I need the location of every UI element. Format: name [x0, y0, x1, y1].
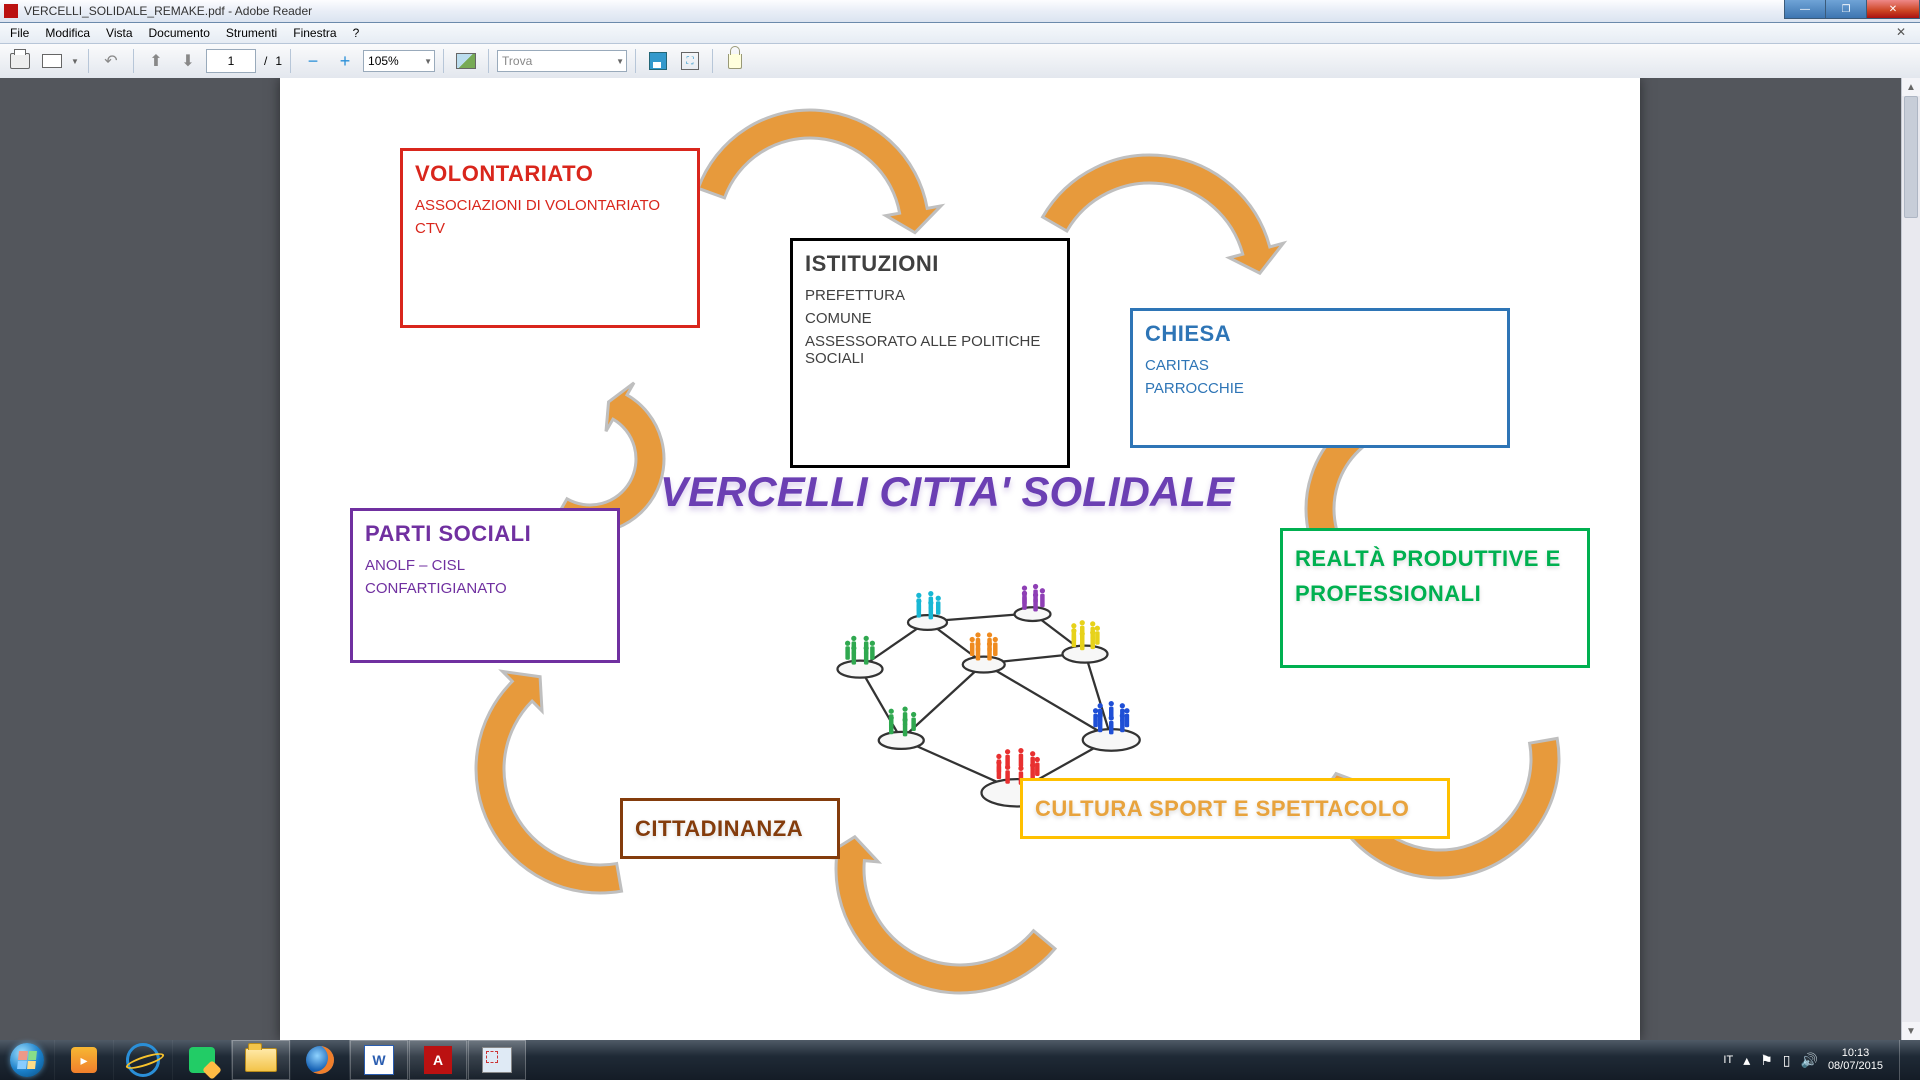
window-close-button[interactable]: ✕ — [1866, 0, 1920, 19]
taskbar-adobe-reader[interactable]: A — [408, 1040, 467, 1080]
menu-finestra[interactable]: Finestra — [285, 26, 344, 40]
diagram-box-realta: REALTÀ PRODUTTIVE E PROFESSIONALI — [1280, 528, 1590, 668]
taskbar-media-player[interactable]: ▸ — [54, 1040, 113, 1080]
security-button[interactable] — [721, 47, 749, 75]
taskbar-paint[interactable] — [172, 1040, 231, 1080]
toolbar-separator — [290, 49, 291, 73]
find-input[interactable]: Trova ▼ — [497, 50, 627, 72]
tray-flag-icon[interactable]: ⚑ — [1760, 1052, 1773, 1069]
snapshot-button[interactable] — [452, 47, 480, 75]
menu-help[interactable]: ? — [345, 26, 368, 40]
zoom-value: 105% — [368, 54, 399, 68]
pdf-page: VERCELLI CITTA' SOLIDALE VOLONTARIATO ASS… — [280, 78, 1640, 1040]
tray-time: 10:13 — [1828, 1047, 1883, 1060]
document-viewport[interactable]: VERCELLI CITTA' SOLIDALE VOLONTARIATO ASS… — [0, 78, 1920, 1040]
menu-strumenti[interactable]: Strumenti — [218, 26, 285, 40]
zoom-level-select[interactable]: 105% ▼ — [363, 50, 435, 72]
scroll-thumb[interactable] — [1904, 96, 1918, 218]
toolbar-separator — [133, 49, 134, 73]
print-button[interactable] — [6, 47, 34, 75]
chevron-down-icon: ▼ — [616, 57, 624, 66]
zoom-in-button[interactable]: + — [331, 47, 359, 75]
diagram-box-item: PREFETTURA — [805, 287, 1055, 304]
chevron-down-icon: ▼ — [424, 57, 432, 66]
fit-page-button[interactable]: ⛶ — [676, 47, 704, 75]
window-minimize-button[interactable]: ― — [1784, 0, 1826, 19]
window-maximize-button[interactable]: ❐ — [1825, 0, 1867, 19]
window-titlebar: VERCELLI_SOLIDALE_REMAKE.pdf - Adobe Rea… — [0, 0, 1920, 23]
diagram-box-item: ASSOCIAZIONI DI VOLONTARIATO — [415, 197, 685, 214]
taskbar-file-explorer[interactable] — [231, 1040, 290, 1080]
diagram-box-istituzioni: ISTITUZIONI PREFETTURA COMUNE ASSESSORATO A… — [790, 238, 1070, 468]
system-tray: IT ▴ ⚑ ▯ 🔊 10:13 08/07/2015 — [1723, 1040, 1920, 1080]
page-up-button[interactable]: ⬆ — [142, 47, 170, 75]
start-button[interactable] — [0, 1040, 54, 1080]
tray-network-icon[interactable]: ▯ — [1783, 1052, 1791, 1069]
toolbar-separator — [88, 49, 89, 73]
menu-bar: File Modifica Vista Documento Strumenti … — [0, 23, 1920, 44]
diagram-title: VERCELLI CITTA' SOLIDALE — [660, 468, 1234, 516]
page-number-input[interactable] — [206, 49, 256, 73]
taskbar-snipping-tool[interactable] — [467, 1040, 526, 1080]
diagram-box-header: PARTI SOCIALI — [365, 521, 605, 547]
menu-file[interactable]: File — [2, 26, 37, 40]
taskbar: ▸ W A IT ▴ ⚑ ▯ 🔊 10:13 08/07/2015 — [0, 1040, 1920, 1080]
diagram-box-item: ANOLF – CISL — [365, 557, 605, 574]
taskbar-internet-explorer[interactable] — [113, 1040, 172, 1080]
diagram-box-parti-sociali: PARTI SOCIALI ANOLF – CISL CONFARTIGIANATO — [350, 508, 620, 663]
tray-volume-icon[interactable]: 🔊 — [1801, 1052, 1818, 1069]
diagram-box-item: CTV — [415, 220, 685, 237]
tray-clock[interactable]: 10:13 08/07/2015 — [1828, 1047, 1883, 1073]
zoom-out-button[interactable]: − — [299, 47, 327, 75]
page-down-button[interactable]: ⬇ — [174, 47, 202, 75]
diagram-box-item: PARROCCHIE — [1145, 380, 1495, 397]
diagram-box-header: ISTITUZIONI — [805, 251, 1055, 277]
page-separator: / — [260, 54, 271, 68]
scroll-up-button[interactable]: ▲ — [1902, 78, 1920, 96]
diagram-box-cultura: CULTURA SPORT E SPETTACOLO — [1020, 778, 1450, 839]
diagram-box-header: CULTURA SPORT E SPETTACOLO — [1035, 791, 1435, 826]
tray-show-hidden-icon[interactable]: ▴ — [1743, 1052, 1750, 1069]
diagram-box-item: ASSESSORATO ALLE POLITICHE SOCIALI — [805, 333, 1055, 367]
diagram-box-item: CONFARTIGIANATO — [365, 580, 605, 597]
taskbar-word[interactable]: W — [349, 1040, 408, 1080]
toolbar: ▼ ↶ ⬆ ⬇ / 1 − + 105% ▼ Trova ▼ ⛶ — [0, 44, 1920, 79]
toolbar-separator — [488, 49, 489, 73]
show-desktop-button[interactable] — [1899, 1040, 1912, 1080]
diagram-box-cittadinanza: CITTADINANZA — [620, 798, 840, 859]
email-dropdown[interactable]: ▼ — [70, 57, 80, 66]
diagram-box-header: VOLONTARIATO — [415, 161, 685, 187]
save-button[interactable] — [644, 47, 672, 75]
taskbar-firefox[interactable] — [290, 1040, 349, 1080]
menu-documento[interactable]: Documento — [141, 26, 218, 40]
document-close-button[interactable]: ✕ — [1888, 25, 1914, 39]
tray-date: 08/07/2015 — [1828, 1060, 1883, 1073]
window-title: VERCELLI_SOLIDALE_REMAKE.pdf - Adobe Rea… — [22, 4, 312, 18]
diagram-box-header: REALTÀ PRODUTTIVE E PROFESSIONALI — [1295, 541, 1575, 611]
app-icon — [4, 4, 18, 18]
toolbar-separator — [635, 49, 636, 73]
diagram-box-volontariato: VOLONTARIATO ASSOCIAZIONI DI VOLONTARIATO… — [400, 148, 700, 328]
page-total: 1 — [275, 54, 282, 68]
toolbar-separator — [712, 49, 713, 73]
scroll-down-button[interactable]: ▼ — [1902, 1022, 1920, 1040]
diagram-box-chiesa: CHIESA CARITAS PARROCCHIE — [1130, 308, 1510, 448]
diagram-box-header: CITTADINANZA — [635, 811, 825, 846]
diagram-box-header: CHIESA — [1145, 321, 1495, 347]
menu-modifica[interactable]: Modifica — [37, 26, 98, 40]
diagram-box-item: CARITAS — [1145, 357, 1495, 374]
vertical-scrollbar[interactable]: ▲ ▼ — [1901, 78, 1920, 1040]
menu-vista[interactable]: Vista — [98, 26, 140, 40]
undo-button[interactable]: ↶ — [97, 47, 125, 75]
email-button[interactable] — [38, 47, 66, 75]
tray-language[interactable]: IT — [1723, 1054, 1733, 1066]
find-placeholder: Trova — [502, 54, 532, 68]
toolbar-separator — [443, 49, 444, 73]
diagram-box-item: COMUNE — [805, 310, 1055, 327]
